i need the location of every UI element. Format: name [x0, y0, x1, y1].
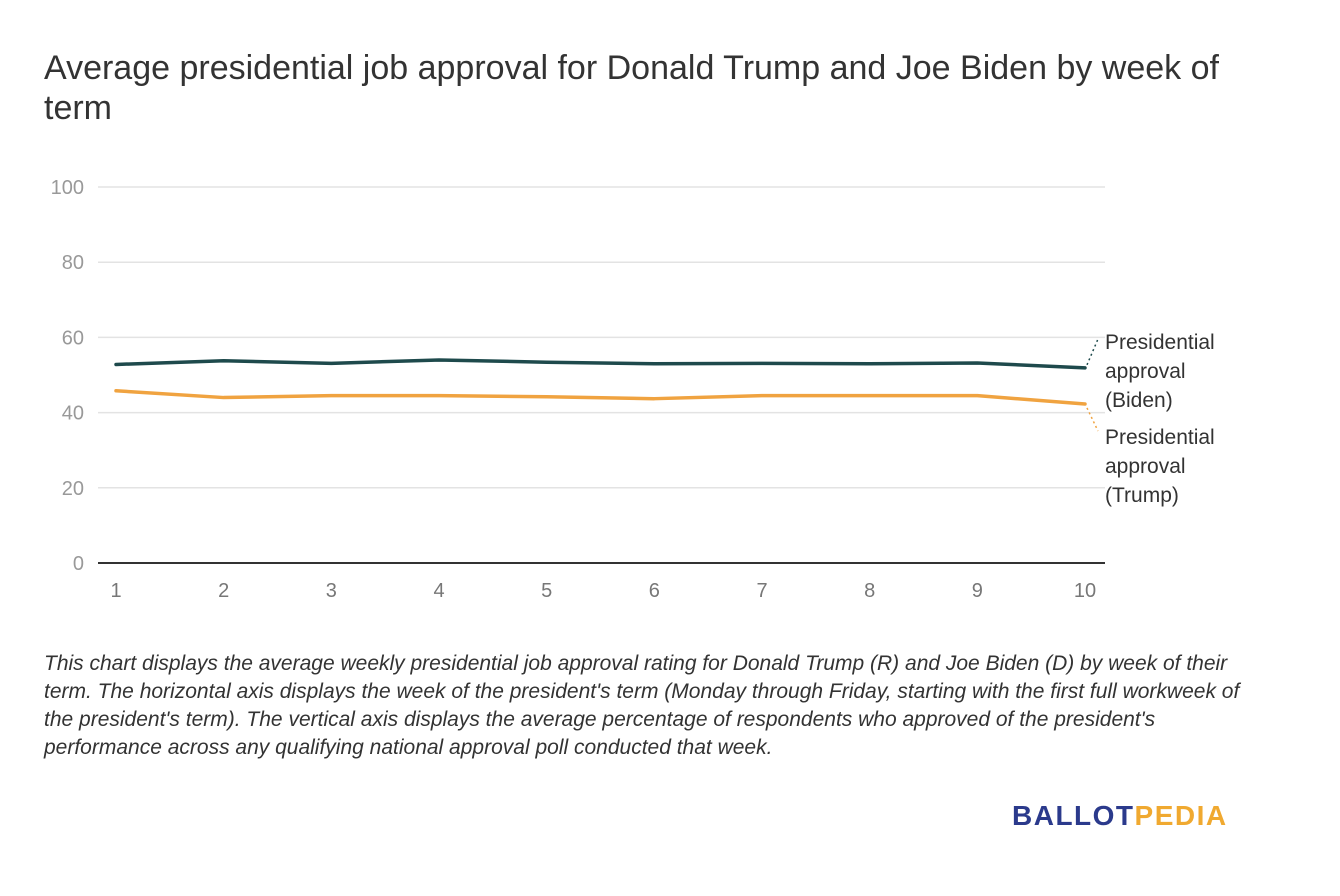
x-tick-label: 8	[864, 580, 875, 602]
y-tick-label: 20	[62, 478, 84, 500]
gridlines	[98, 186, 1105, 564]
x-tick-label: 7	[756, 580, 767, 602]
logo-text-part1: BALLOT	[1012, 800, 1135, 831]
x-tick-label: 10	[1074, 580, 1096, 602]
series-label-connector	[1086, 338, 1099, 366]
series-label-line: (Trump)	[1105, 484, 1179, 507]
y-tick-label: 100	[51, 177, 84, 199]
series-label: Presidential approval (Biden)	[1105, 331, 1215, 412]
series-label-line: (Biden)	[1105, 389, 1173, 412]
y-tick-label: 80	[62, 252, 84, 274]
series-lines	[114, 358, 1087, 406]
y-tick-label: 40	[62, 403, 84, 425]
line-chart: 0 20 40 60 80 100 1 2 3 4 5 6 7 8 9 10 Presidential app…	[51, 177, 1215, 602]
series-label-line: approval	[1105, 455, 1186, 478]
x-tick-label: 6	[649, 580, 660, 602]
x-tick-label: 9	[972, 580, 983, 602]
series-labels: Presidential approval (Biden) Presidential a…	[1086, 331, 1215, 507]
series-label: Presidential approval (Trump)	[1105, 426, 1215, 507]
x-tick-label: 4	[433, 580, 444, 602]
series-label-connector	[1086, 407, 1099, 432]
ballotpedia-logo: BALLOTPEDIA	[1012, 800, 1228, 832]
x-tick-label: 3	[326, 580, 337, 602]
x-tick-label: 2	[218, 580, 229, 602]
x-tick-label: 5	[541, 580, 552, 602]
series-label-line: approval	[1105, 360, 1186, 383]
logo-text-part2: PEDIA	[1134, 800, 1228, 831]
x-axis-ticks: 1 2 3 4 5 6 7 8 9 10	[110, 580, 1096, 602]
series-label-line: Presidential	[1105, 331, 1215, 354]
series-line	[114, 389, 1087, 406]
series-label-line: Presidential	[1105, 426, 1215, 449]
x-tick-label: 1	[110, 580, 121, 602]
chart-caption: This chart displays the average weekly p…	[44, 652, 1240, 759]
y-tick-label: 0	[73, 553, 84, 575]
y-axis-ticks: 0 20 40 60 80 100	[51, 177, 84, 575]
series-line	[114, 358, 1087, 370]
chart-title: Average presidential job approval for Do…	[44, 49, 1219, 127]
y-tick-label: 60	[62, 327, 84, 349]
